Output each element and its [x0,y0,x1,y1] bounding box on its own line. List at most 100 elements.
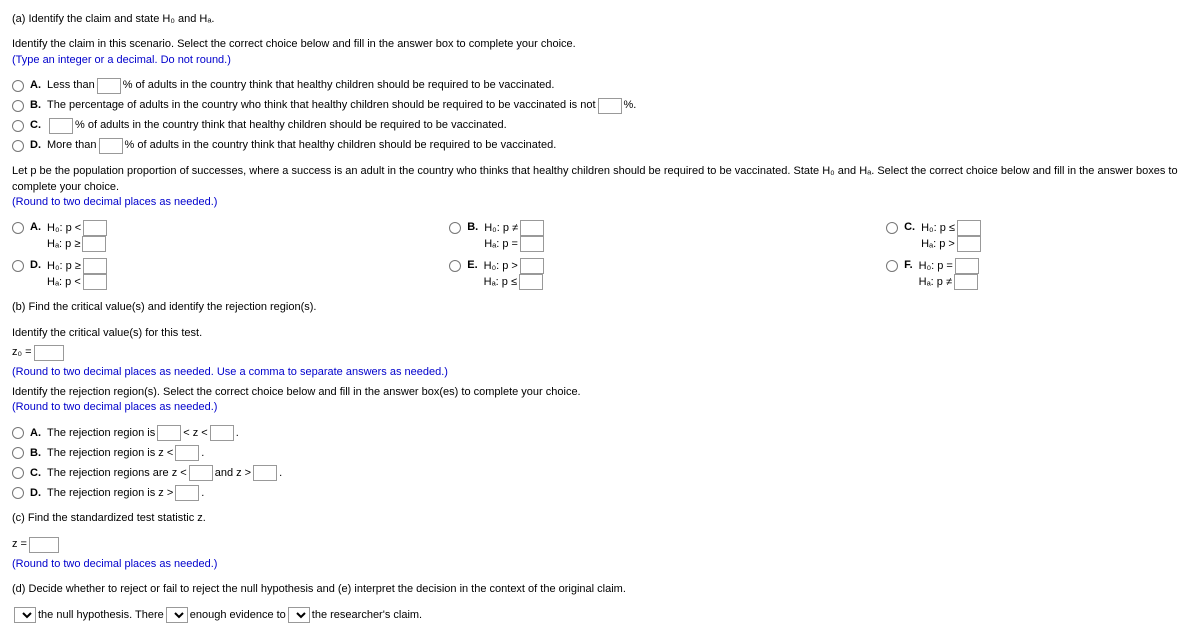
hyp-c-h0-input[interactable] [957,220,981,236]
rej-c-pre: The rejection regions are z < [47,466,187,481]
hyp-d-h0: H₀: p ≥ [47,259,81,274]
rej-c-input2[interactable] [253,465,277,481]
rej-c-mid: and z > [215,466,251,481]
hyp-f-ha: Hₐ: p ≠ [919,275,952,290]
choice-letter: A. [30,426,41,441]
hypothesis-grid: A. H₀: p < Hₐ: p ≥ D. H₀: p ≥ Hₐ: p < B.… [12,220,1188,290]
choice-letter: B. [30,98,41,113]
hyp-a-ha-input[interactable] [82,236,106,252]
claim-radio-c[interactable] [12,120,24,132]
decision-select-3[interactable] [288,607,310,623]
hyp-radio-b[interactable] [449,222,461,234]
rej-b-input[interactable] [175,445,199,461]
choice-letter: D. [30,138,41,153]
period: . [236,426,239,441]
critical-hint: (Round to two decimal places as needed. … [12,365,1188,380]
rej-a-pre: The rejection region is [47,426,155,441]
choice-letter: C. [30,466,41,481]
rej-radio-b[interactable] [12,447,24,459]
rej-a-input2[interactable] [210,425,234,441]
rej-radio-a[interactable] [12,427,24,439]
decision-select-1[interactable] [14,607,36,623]
part-d-title: (d) Decide whether to reject or fail to … [12,582,1188,597]
claim-b-input[interactable] [598,98,622,114]
hyp-b-h0-input[interactable] [520,220,544,236]
period: . [201,446,204,461]
choice-letter: D. [30,486,41,501]
hyp-a-h0-input[interactable] [83,220,107,236]
z-input[interactable] [29,537,59,553]
p-prompt: Let p be the population proportion of su… [12,164,1188,195]
claim-c-input[interactable] [49,118,73,134]
z-hint: (Round to two decimal places as needed.) [12,557,1188,572]
z-label: z = [12,537,27,552]
decision-end: the researcher's claim. [312,608,422,623]
claim-c-post: % of adults in the country think that he… [75,118,507,133]
claim-radio-d[interactable] [12,140,24,152]
hyp-f-h0-input[interactable] [955,258,979,274]
rej-d-pre: The rejection region is z > [47,486,173,501]
round-hint-2: (Round to two decimal places as needed.) [12,400,1188,415]
choice-letter: C. [30,118,41,133]
z0-input[interactable] [34,345,64,361]
claim-b-pre: The percentage of adults in the country … [47,98,596,113]
hyp-e-h0-input[interactable] [520,258,544,274]
critical-prompt: Identify the critical value(s) for this … [12,326,1188,341]
period: . [201,486,204,501]
decision-select-2[interactable] [166,607,188,623]
hyp-a-h0: H₀: p < [47,221,81,236]
claim-d-pre: More than [47,138,97,153]
hyp-b-ha-input[interactable] [520,236,544,252]
choice-letter: A. [30,220,41,235]
rej-a-input1[interactable] [157,425,181,441]
choice-letter: F. [904,258,913,273]
hyp-e-h0: H₀: p > [484,259,518,274]
choice-letter: B. [30,446,41,461]
claim-radio-a[interactable] [12,80,24,92]
choice-letter: C. [904,220,915,235]
hyp-radio-c[interactable] [886,222,898,234]
claim-d-post: % of adults in the country think that he… [125,138,557,153]
hyp-f-h0: H₀: p = [919,259,953,274]
claim-a-post: % of adults in the country think that he… [123,78,555,93]
hyp-radio-f[interactable] [886,260,898,272]
hyp-c-ha-input[interactable] [957,236,981,252]
decision-mid2: enough evidence to [190,608,286,623]
claim-d-input[interactable] [99,138,123,154]
choice-letter: A. [30,78,41,93]
hyp-c-ha: Hₐ: p > [921,237,955,252]
hyp-e-ha-input[interactable] [519,274,543,290]
hyp-f-ha-input[interactable] [954,274,978,290]
claim-b-post: %. [624,98,637,113]
claim-hint: (Type an integer or a decimal. Do not ro… [12,53,1188,68]
rej-radio-d[interactable] [12,487,24,499]
hyp-b-ha: Hₐ: p = [484,237,518,252]
claim-a-pre: Less than [47,78,95,93]
hyp-e-ha: Hₐ: p ≤ [484,275,517,290]
rej-b-pre: The rejection region is z < [47,446,173,461]
rej-c-input1[interactable] [189,465,213,481]
hyp-d-ha: Hₐ: p < [47,275,81,290]
choice-letter: B. [467,220,478,235]
rej-radio-c[interactable] [12,467,24,479]
round-hint: (Round to two decimal places as needed.) [12,195,1188,210]
claim-a-input[interactable] [97,78,121,94]
hyp-radio-d[interactable] [12,260,24,272]
hyp-d-ha-input[interactable] [83,274,107,290]
hyp-radio-e[interactable] [449,260,461,272]
hyp-c-h0: H₀: p ≤ [921,221,955,236]
part-c-title: (c) Find the standardized test statistic… [12,511,1188,526]
choice-letter: E. [467,258,477,273]
hyp-a-ha: Hₐ: p ≥ [47,237,80,252]
decision-mid1: the null hypothesis. There [38,608,164,623]
z0-label: z₀ = [12,345,32,360]
hyp-d-h0-input[interactable] [83,258,107,274]
part-b-title: (b) Find the critical value(s) and ident… [12,300,1188,315]
claim-radio-b[interactable] [12,100,24,112]
choice-letter: D. [30,258,41,273]
hyp-b-h0: H₀: p ≠ [484,221,518,236]
rejection-prompt: Identify the rejection region(s). Select… [12,385,1188,400]
rej-a-mid: < z < [183,426,207,441]
rej-d-input[interactable] [175,485,199,501]
hyp-radio-a[interactable] [12,222,24,234]
